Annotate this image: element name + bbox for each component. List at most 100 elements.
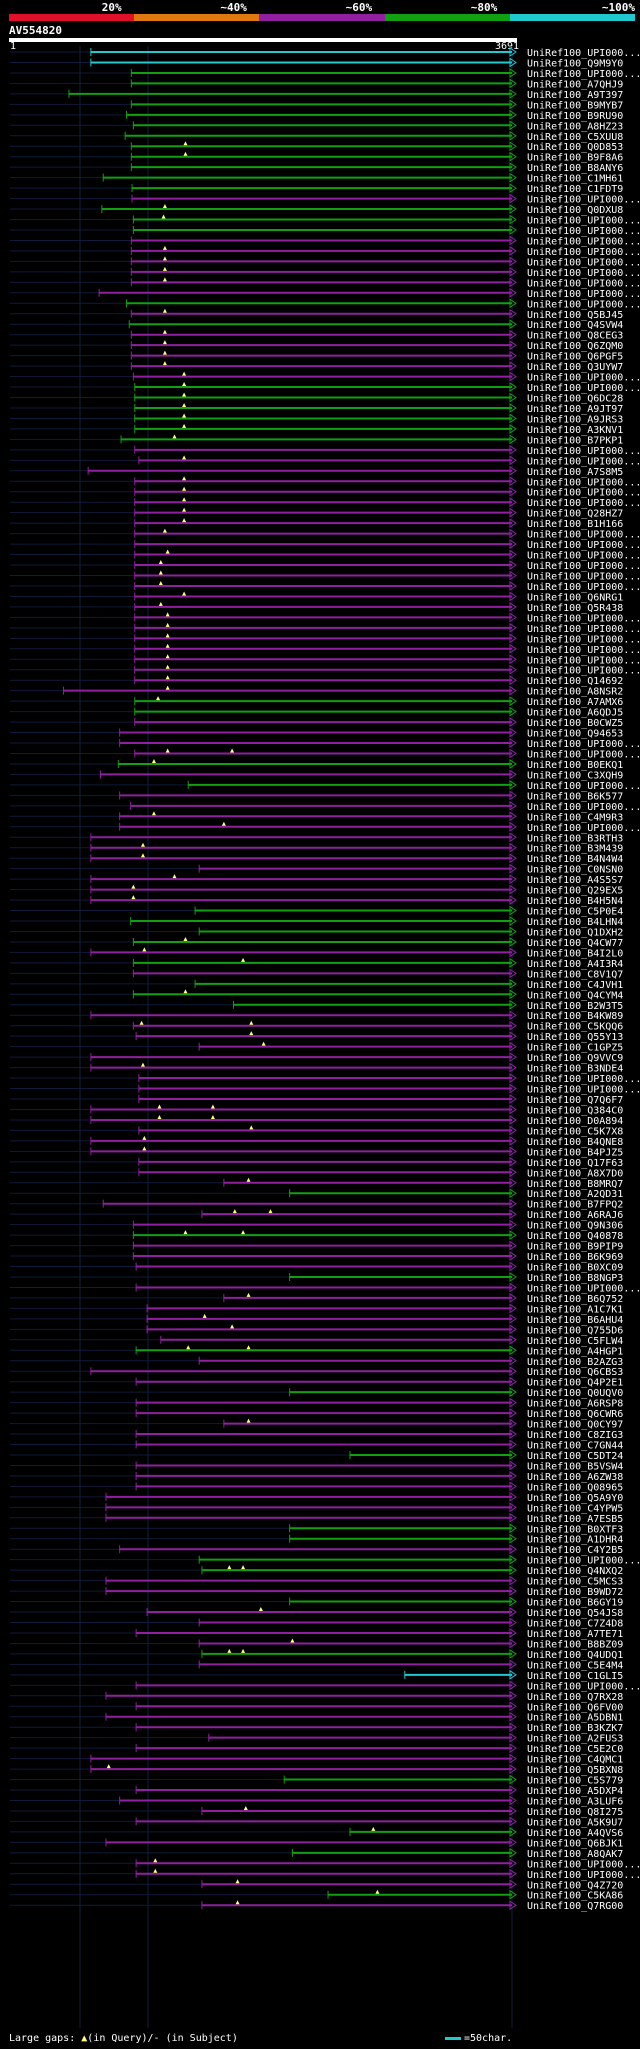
hit-label[interactable]: UniRef100_Q384C0	[527, 1105, 623, 1116]
hit-label[interactable]: UniRef100_B2AZG3	[527, 1357, 623, 1368]
hit-label[interactable]: UniRef100_UPI000...	[527, 373, 640, 384]
hit-row[interactable]: UniRef100_Q0DXU8	[10, 204, 623, 216]
hit-row[interactable]: UniRef100_UPI000...	[10, 800, 640, 813]
hit-label[interactable]: UniRef100_A4HGP1	[527, 1346, 623, 1357]
hit-label[interactable]: UniRef100_A7S8M5	[527, 467, 623, 478]
hit-row[interactable]: UniRef100_B2W3T5	[10, 999, 623, 1012]
hit-row[interactable]: UniRef100_B9F8A6	[10, 151, 623, 164]
hit-row[interactable]: UniRef100_UPI000...	[10, 539, 640, 551]
hit-label[interactable]: UniRef100_UPI000...	[527, 1681, 640, 1692]
hit-label[interactable]: UniRef100_UPI000...	[527, 540, 640, 551]
hit-label[interactable]: UniRef100_UPI000...	[527, 582, 640, 593]
hit-row[interactable]: UniRef100_Q4Z720	[10, 1879, 623, 1891]
hit-label[interactable]: UniRef100_C0NSN0	[527, 865, 623, 876]
hit-row[interactable]: UniRef100_B9WD72	[10, 1586, 623, 1598]
hit-row[interactable]: UniRef100_B0XTF3	[10, 1523, 623, 1535]
hit-row[interactable]: UniRef100_Q40878	[10, 1230, 623, 1242]
hit-label[interactable]: UniRef100_UPI000...	[527, 781, 640, 792]
hit-row[interactable]: UniRef100_C3XQH9	[10, 769, 623, 781]
hit-label[interactable]: UniRef100_B9F8A6	[527, 153, 623, 164]
hit-label[interactable]: UniRef100_B0EKQ1	[527, 760, 623, 771]
hit-row[interactable]: UniRef100_C4QMC1	[10, 1753, 623, 1766]
hit-row[interactable]: UniRef100_UPI000...	[10, 371, 640, 384]
hit-label[interactable]: UniRef100_UPI000...	[527, 456, 640, 467]
hit-label[interactable]: UniRef100_Q94653	[527, 729, 623, 740]
hit-row[interactable]: UniRef100_UPI000...	[10, 560, 640, 572]
hit-row[interactable]: UniRef100_C1MH61	[10, 172, 623, 185]
hit-label[interactable]: UniRef100_Q0DXU8	[527, 205, 623, 216]
hit-row[interactable]: UniRef100_Q14692	[10, 675, 623, 687]
hit-row[interactable]: UniRef100_UPI000...	[10, 779, 640, 792]
hit-row[interactable]: UniRef100_C4Y2B5	[10, 1544, 623, 1556]
hit-row[interactable]: UniRef100_Q7RX28	[10, 1690, 623, 1703]
hit-row[interactable]: UniRef100_C4M9R3	[10, 811, 623, 823]
hit-label[interactable]: UniRef100_UPI000...	[527, 247, 640, 258]
hit-row[interactable]: UniRef100_Q54JS8	[10, 1607, 623, 1619]
hit-row[interactable]: UniRef100_Q6CWR6	[10, 1408, 623, 1420]
hit-label[interactable]: UniRef100_UPI000...	[527, 69, 640, 80]
hit-label[interactable]: UniRef100_Q0D853	[527, 142, 623, 153]
hit-row[interactable]: UniRef100_B3M439	[10, 842, 623, 855]
hit-label[interactable]: UniRef100_C8V1Q7	[527, 969, 623, 980]
hit-row[interactable]: UniRef100_Q0UQV0	[10, 1387, 623, 1399]
hit-label[interactable]: UniRef100_A6RAJ6	[527, 1210, 623, 1221]
hit-label[interactable]: UniRef100_B4KW89	[527, 1011, 623, 1022]
hit-row[interactable]: UniRef100_C5FLW4	[10, 1334, 623, 1347]
hit-label[interactable]: UniRef100_C4Y2B5	[527, 1545, 623, 1556]
hit-row[interactable]: UniRef100_UPI000...	[10, 266, 640, 279]
hit-label[interactable]: UniRef100_Q8CEG3	[527, 331, 623, 342]
hit-row[interactable]: UniRef100_Q9N306	[10, 1219, 623, 1232]
hit-label[interactable]: UniRef100_UPI000...	[527, 666, 640, 677]
hit-label[interactable]: UniRef100_D0A894	[527, 1116, 623, 1127]
hit-label[interactable]: UniRef100_Q55Y13	[527, 1032, 623, 1043]
hit-label[interactable]: UniRef100_B4QNE8	[527, 1137, 623, 1148]
hit-label[interactable]: UniRef100_A1DHR4	[527, 1535, 623, 1546]
hit-label[interactable]: UniRef100_UPI000...	[527, 1085, 640, 1096]
hit-label[interactable]: UniRef100_C5KA86	[527, 1891, 623, 1902]
hit-row[interactable]: UniRef100_C5E2C0	[10, 1743, 623, 1755]
hit-row[interactable]: UniRef100_B6K969	[10, 1251, 623, 1263]
hit-label[interactable]: UniRef100_B9WD72	[527, 1587, 623, 1598]
hit-label[interactable]: UniRef100_B6K577	[527, 791, 623, 802]
hit-label[interactable]: UniRef100_B4PJZ5	[527, 1147, 623, 1158]
hit-row[interactable]: UniRef100_B4H5N4	[10, 895, 623, 907]
hit-label[interactable]: UniRef100_C5P0E4	[527, 907, 623, 918]
hit-row[interactable]: UniRef100_Q755D6	[10, 1324, 623, 1336]
hit-label[interactable]: UniRef100_B3RTH3	[527, 833, 623, 844]
hit-label[interactable]: UniRef100_Q5BJ45	[527, 310, 623, 321]
hit-label[interactable]: UniRef100_C5XUU8	[527, 132, 623, 143]
hit-label[interactable]: UniRef100_UPI000...	[527, 634, 640, 645]
hit-row[interactable]: UniRef100_Q0D853	[10, 141, 623, 153]
hit-row[interactable]: UniRef100_Q55Y13	[10, 1031, 623, 1043]
hit-row[interactable]: UniRef100_UPI000...	[10, 245, 640, 258]
hit-label[interactable]: UniRef100_C1GLI5	[527, 1671, 623, 1682]
hit-row[interactable]: UniRef100_Q94653	[10, 727, 623, 740]
hit-row[interactable]: UniRef100_UPI000...	[10, 1282, 640, 1294]
hit-label[interactable]: UniRef100_A9JRS3	[527, 414, 623, 425]
hit-row[interactable]: UniRef100_A5DXP4	[10, 1785, 623, 1797]
hit-row[interactable]: UniRef100_C1FDT9	[10, 183, 623, 195]
hit-row[interactable]: UniRef100_A3KNV1	[10, 423, 623, 436]
hit-label[interactable]: UniRef100_UPI000...	[527, 645, 640, 656]
hit-row[interactable]: UniRef100_C4YPW5	[10, 1502, 623, 1514]
hit-label[interactable]: UniRef100_A8NSR2	[527, 687, 623, 698]
hit-row[interactable]: UniRef100_A6RSP8	[10, 1397, 623, 1410]
hit-label[interactable]: UniRef100_UPI000...	[527, 613, 640, 624]
hit-row[interactable]: UniRef100_C1GLI5	[10, 1669, 623, 1682]
hit-label[interactable]: UniRef100_C5FLW4	[527, 1336, 623, 1347]
hit-label[interactable]: UniRef100_UPI000...	[527, 551, 640, 562]
hit-label[interactable]: UniRef100_UPI000...	[527, 572, 640, 583]
hit-label[interactable]: UniRef100_UPI000...	[527, 48, 640, 59]
hit-row[interactable]: UniRef100_UPI000...	[10, 455, 640, 467]
hit-label[interactable]: UniRef100_A8HZ23	[527, 121, 623, 132]
hit-label[interactable]: UniRef100_Q6ZQM0	[527, 341, 623, 352]
hit-row[interactable]: UniRef100_B6AHU4	[10, 1313, 623, 1326]
hit-row[interactable]: UniRef100_UPI000...	[10, 622, 640, 635]
hit-row[interactable]: UniRef100_Q4SVW4	[10, 319, 623, 331]
hit-label[interactable]: UniRef100_A2FUS3	[527, 1734, 623, 1745]
hit-row[interactable]: UniRef100_Q8CEG3	[10, 329, 623, 342]
hit-row[interactable]: UniRef100_C1GPZ5	[10, 1041, 623, 1054]
hit-row[interactable]: UniRef100_Q17F63	[10, 1156, 623, 1169]
hit-row[interactable]: UniRef100_B0CWZ5	[10, 717, 623, 729]
hit-label[interactable]: UniRef100_UPI000...	[527, 236, 640, 247]
